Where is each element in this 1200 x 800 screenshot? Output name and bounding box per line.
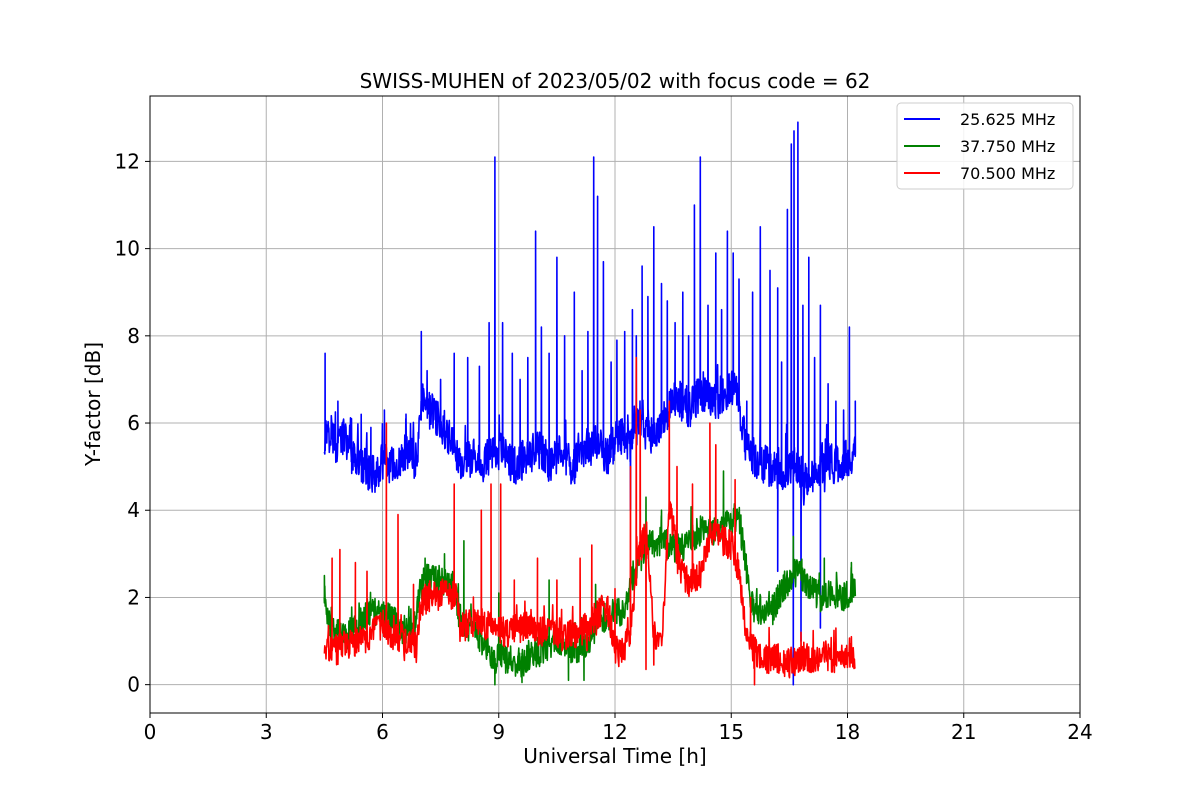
legend-label-2: 37.750 MHz <box>960 137 1055 156</box>
legend-label-3: 70.500 MHz <box>960 164 1055 183</box>
x-tick-label: 18 <box>835 720 860 744</box>
legend-box <box>896 102 1074 190</box>
plot-series <box>323 121 857 686</box>
x-tick-label: 12 <box>602 720 627 744</box>
x-tick-label: 9 <box>492 720 505 744</box>
x-axis-label: Universal Time [h] <box>523 744 706 768</box>
x-tick-label: 24 <box>1067 720 1092 744</box>
y-tick-label: 2 <box>127 585 140 609</box>
y-tick-label: 0 <box>127 673 140 697</box>
y-tick-label: 12 <box>115 149 140 173</box>
y-axis-ticks: 0 2 4 6 8 10 12 <box>115 149 150 697</box>
x-axis-ticks: 0 3 6 9 12 15 18 21 24 <box>144 713 1093 744</box>
x-tick-label: 3 <box>260 720 273 744</box>
y-tick-label: 6 <box>127 411 140 435</box>
y-axis-label: Y-factor [dB] <box>81 342 105 467</box>
series-line-1 <box>323 121 857 686</box>
legend-label-1: 25.625 MHz <box>960 110 1055 129</box>
legend: 25.625 MHz 37.750 MHz 70.500 MHz <box>896 102 1074 190</box>
chart-title: SWISS-MUHEN of 2023/05/02 with focus cod… <box>360 69 871 93</box>
series-line-3 <box>323 356 856 686</box>
series-line-2 <box>323 470 857 686</box>
x-tick-label: 21 <box>951 720 976 744</box>
x-tick-label: 15 <box>719 720 744 744</box>
y-tick-label: 4 <box>127 498 140 522</box>
y-tick-label: 8 <box>127 324 140 348</box>
x-tick-label: 6 <box>376 720 389 744</box>
x-tick-label: 0 <box>144 720 157 744</box>
y-tick-label: 10 <box>115 237 140 261</box>
